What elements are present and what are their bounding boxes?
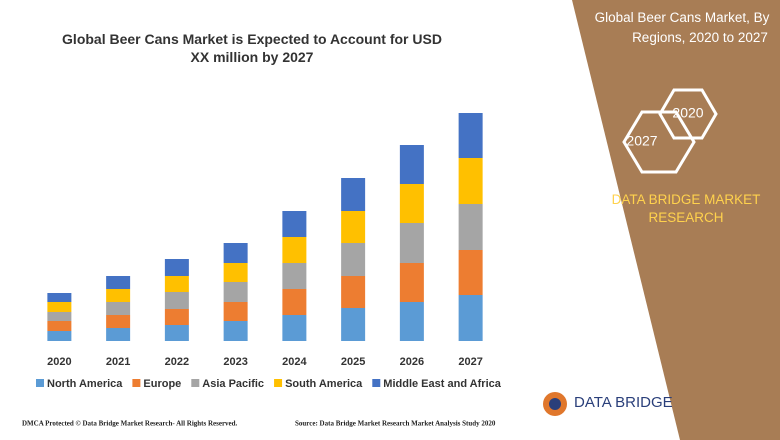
panel-brand: DATA BRIDGE MARKET RESEARCH [612,192,761,225]
x-tick-label: 2020 [47,356,71,368]
bar-segment [341,178,366,211]
bar-segment [106,289,131,302]
bar-segment [164,276,189,292]
bar-segment [458,113,483,158]
legend-swatch [132,379,141,387]
chart-title: Global Beer Cans Market is Expected to A… [62,31,442,65]
hex-label: 2020 [672,105,703,121]
bar-segment [164,259,189,276]
bar-segment [47,331,72,341]
bar-segment [223,263,248,282]
legend-swatch [274,379,283,387]
legend-label: South America [285,378,363,390]
bar-segment [458,158,483,204]
bar-segment [282,263,307,289]
hex-label: 2027 [626,133,657,149]
x-tick-label: 2023 [223,356,247,368]
hexagon [622,110,696,174]
bar-segment [47,321,72,331]
bar-segment [47,312,72,321]
bar-segment [106,302,131,315]
legend-label: Asia Pacific [202,378,264,390]
bar-segment [341,211,366,243]
x-tick-label: 2021 [106,356,130,368]
bar-segment [223,243,248,263]
bar-segment [399,223,424,263]
footer-source: Source: Data Bridge Market Research Mark… [295,420,496,428]
bar-segment [106,315,131,328]
bar-segment [282,237,307,263]
x-tick-label: 2027 [458,356,482,368]
x-tick-label: 2026 [400,356,424,368]
bar-segment [106,328,131,341]
bar-segment [282,289,307,315]
bar-segment [458,250,483,295]
hexagon [658,88,718,140]
bar-segment [399,263,424,302]
footer-logo: DATA BRIDGE [574,394,673,411]
bar-segment [223,302,248,321]
legend-label: North America [47,378,123,390]
bar-segment [282,315,307,341]
bar-segment [106,276,131,289]
x-tick-label: 2025 [341,356,365,368]
bar-segment [341,243,366,276]
bar-segment [399,302,424,341]
side-panel [572,0,780,440]
x-tick-label: 2024 [282,356,307,368]
x-tick-label: 2022 [165,356,189,368]
legend-label: Europe [143,378,181,390]
bar-segment [223,321,248,341]
footer-left: DMCA Protected © Data Bridge Market Rese… [22,420,238,428]
bar-segment [399,184,424,223]
bar-segment [164,325,189,341]
bar-segment [341,308,366,341]
panel-heading: Global Beer Cans Market, By Regions, 2020… [595,10,770,45]
bar-segment [341,276,366,308]
legend-label: Middle East and Africa [383,378,501,390]
bar-segment [399,145,424,184]
bar-segment [282,211,307,237]
bar-segment [47,293,72,302]
bar-segment [47,302,72,312]
bar-segment [164,292,189,309]
logo-icon [549,398,561,410]
bar-segment [458,204,483,250]
legend-swatch [36,379,44,387]
bar-segment [458,295,483,341]
bar-segment [164,309,189,325]
bar-segment [223,282,248,302]
legend-swatch [191,379,200,387]
plot: 2020 2021 2022 2023 2024 2025 2026 2027 North Am… [36,113,502,390]
legend-swatch [372,379,381,387]
